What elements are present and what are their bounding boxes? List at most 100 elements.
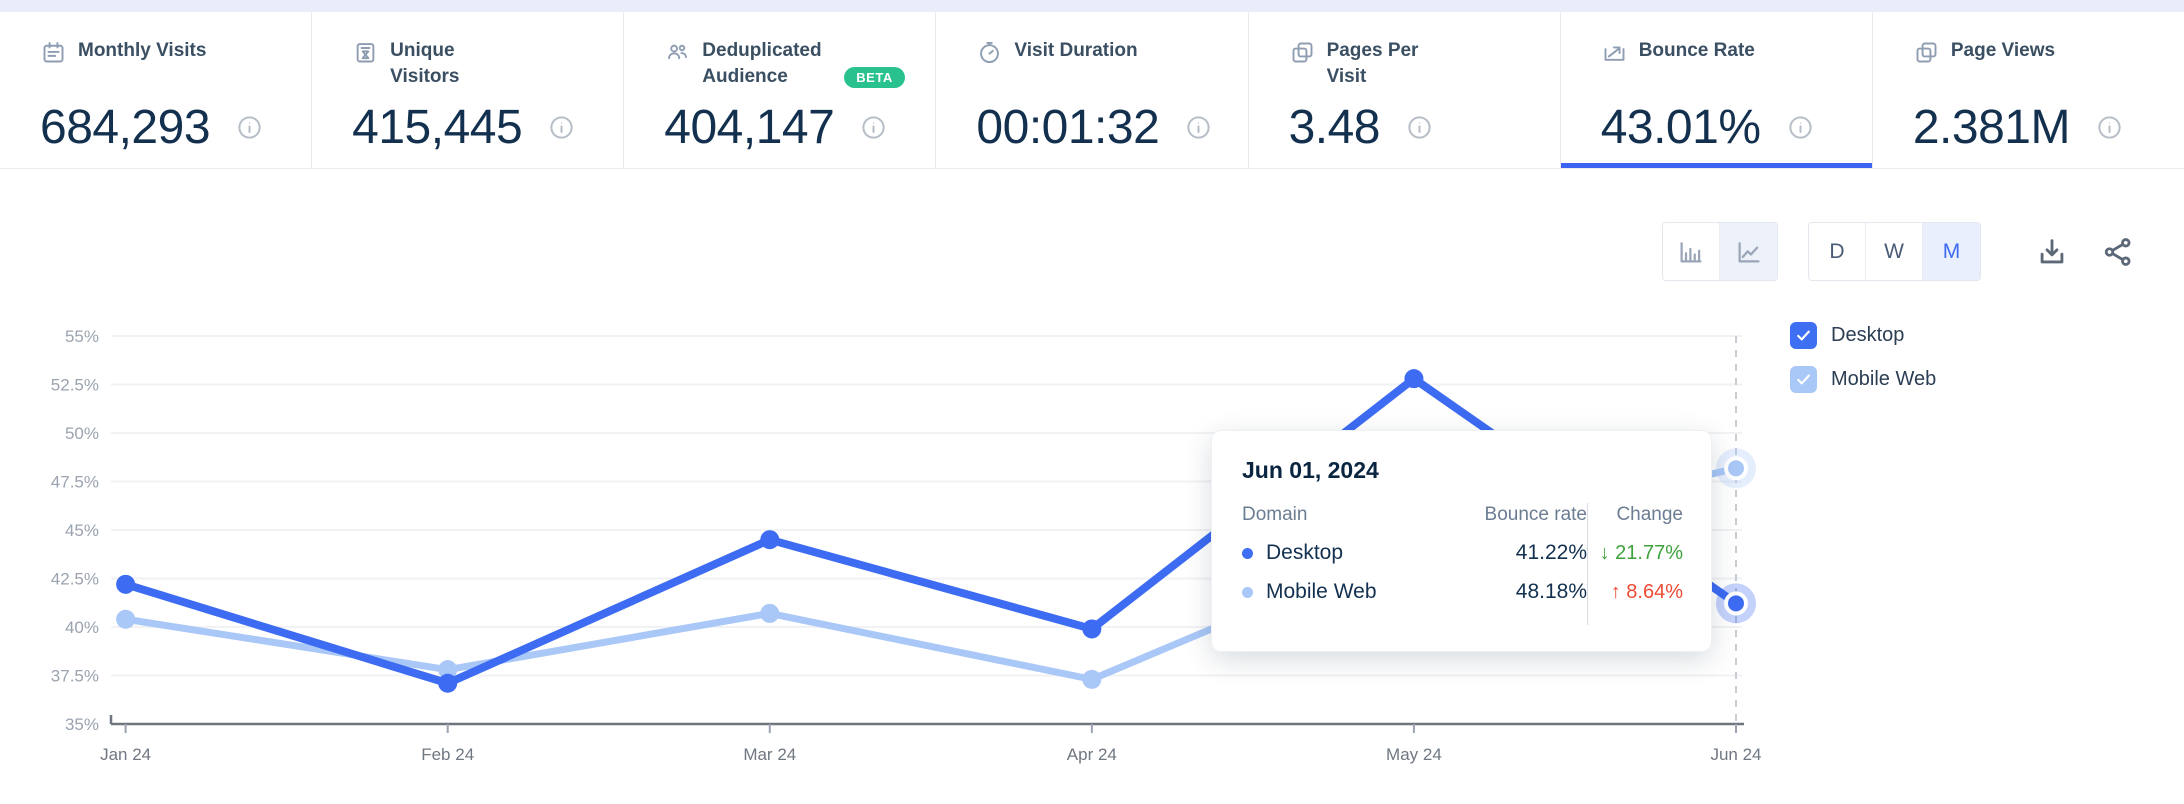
data-point-mobile-web[interactable] [438, 660, 458, 680]
y-axis-tick-label: 42.5% [51, 570, 99, 589]
tooltip-row-desktop: Desktop [1242, 541, 1417, 565]
line-chart-icon [1738, 241, 1759, 262]
metric-card-unique-visitors[interactable]: Unique Visitors 415,445 [312, 12, 625, 168]
checkmark-icon [1797, 374, 1810, 385]
x-axis-tick-label: Jun 24 [1710, 745, 1761, 764]
y-axis-tick-label: 35% [65, 715, 99, 734]
tooltip-mobile-bounce-rate: 48.18% [1515, 580, 1587, 603]
arrow-down-icon: ↓ [1599, 541, 1610, 564]
data-point-desktop[interactable] [1724, 591, 1748, 616]
y-axis-tick-label: 50% [65, 424, 99, 443]
data-point-mobile-web[interactable] [1724, 456, 1748, 481]
chart-legend: Desktop Mobile Web [1790, 322, 1936, 393]
metric-value: 3.48 [1288, 101, 1381, 154]
tooltip-date: Jun 01, 2024 [1242, 457, 1379, 483]
data-point-desktop[interactable] [116, 574, 136, 594]
tooltip-col-domain: Domain [1242, 504, 1308, 525]
tooltip-mobile-change: ↑ 8.64% [1610, 580, 1683, 603]
legend-label: Desktop [1831, 324, 1905, 346]
metric-label: Monthly Visits [78, 40, 207, 61]
metric-value: 00:01:32 [976, 101, 1160, 154]
granularity-daily-button[interactable]: D [1809, 223, 1866, 280]
checkmark-icon [1797, 330, 1810, 341]
data-point-mobile-web[interactable] [1082, 669, 1102, 689]
tooltip-column-divider [1587, 503, 1588, 625]
metric-value: 404,147 [664, 101, 835, 154]
download-icon [2040, 239, 2064, 264]
x-axis-tick-label: May 24 [1386, 745, 1442, 764]
metric-value: 415,445 [352, 101, 523, 154]
pages-icon [1292, 42, 1313, 63]
info-icon[interactable] [1406, 114, 1433, 141]
calendar-icon [43, 41, 64, 63]
audience-icon [668, 44, 688, 60]
line-chart-toggle-button[interactable] [1720, 223, 1777, 280]
granularity-weekly-button[interactable]: W [1866, 223, 1923, 280]
y-axis-tick-label: 52.5% [51, 376, 99, 395]
tooltip-desktop-change: ↓ 21.77% [1599, 541, 1683, 564]
y-axis-tick-label: 37.5% [51, 667, 99, 686]
metric-card-visit-duration[interactable]: Visit Duration 00:01:32 [936, 12, 1249, 168]
metric-label: Page Views [1950, 40, 2056, 61]
info-icon[interactable] [1185, 114, 1212, 141]
metric-card-monthly-visits[interactable]: Monthly Visits 684,293 [0, 12, 313, 168]
metric-label: Visit Duration [1014, 40, 1138, 61]
y-axis-tick-label: 55% [65, 327, 99, 346]
y-axis-tick-label: 40% [65, 618, 99, 637]
share-button[interactable] [2096, 230, 2140, 274]
metric-value: 684,293 [40, 101, 211, 154]
metric-card-page-views[interactable]: Page Views 2.381M [1873, 12, 2184, 168]
info-icon[interactable] [860, 114, 887, 141]
metric-card-pages-per-visit[interactable]: Pages Per Visit 3.48 [1249, 12, 1561, 168]
bar-chart-toggle-button[interactable] [1663, 223, 1720, 280]
chart-type-toggle [1662, 222, 1778, 281]
series-line-desktop [121, 374, 1740, 688]
info-icon[interactable] [2096, 114, 2123, 141]
metrics-bar: Monthly Visits 684,293 Unique Visitors 4… [0, 12, 2184, 169]
info-icon[interactable] [1787, 114, 1814, 141]
x-axis-tick-label: Jan 24 [100, 745, 151, 764]
data-point-desktop[interactable] [1082, 619, 1102, 639]
y-axis-tick-label: 45% [65, 521, 99, 540]
page-background-strip [0, 0, 2184, 12]
share-icon [2104, 238, 2131, 266]
data-point-mobile-web[interactable] [760, 603, 780, 623]
metric-card-bounce-rate[interactable]: Bounce Rate 43.01% [1560, 12, 1873, 168]
tooltip-desktop-bounce-rate: 41.22% [1515, 541, 1587, 564]
mobile-web-series-dot [1242, 586, 1253, 598]
stopwatch-icon [980, 41, 1000, 64]
mobile-web-checkbox[interactable] [1790, 366, 1817, 393]
legend-item-mobile-web[interactable]: Mobile Web [1790, 366, 1936, 393]
x-axis-tick-label: Apr 24 [1067, 745, 1117, 764]
chart-tooltip: Jun 01, 2024 Domain Bounce rate Change D… [1211, 430, 1712, 652]
metric-value: 2.381M [1912, 101, 2071, 154]
unique-visitor-icon [356, 43, 375, 63]
y-axis-tick-label: 47.5% [51, 473, 99, 492]
metric-card-deduplicated-audience[interactable]: Deduplicated Audience BETA 404,147 [624, 12, 937, 168]
info-icon[interactable] [236, 114, 263, 141]
download-button[interactable] [2030, 230, 2074, 274]
desktop-checkbox[interactable] [1790, 322, 1817, 349]
data-point-desktop[interactable] [438, 673, 458, 693]
data-point-desktop[interactable] [760, 530, 780, 550]
x-axis-tick-label: Mar 24 [743, 745, 796, 764]
metric-value: 43.01% [1600, 101, 1761, 154]
data-point-desktop[interactable] [1404, 369, 1424, 389]
metric-label: Deduplicated Audience [702, 40, 822, 87]
info-icon[interactable] [548, 114, 575, 141]
arrow-up-icon: ↑ [1610, 580, 1621, 603]
legend-item-desktop[interactable]: Desktop [1790, 322, 1936, 349]
x-axis-tick-label: Feb 24 [421, 745, 474, 764]
legend-label: Mobile Web [1831, 368, 1937, 390]
granularity-selector: D W M [1808, 222, 1981, 281]
pages-icon [1916, 42, 1937, 63]
data-point-mobile-web[interactable] [116, 609, 136, 629]
granularity-monthly-button[interactable]: M [1923, 223, 1980, 280]
tooltip-col-bounce-rate: Bounce rate [1484, 504, 1587, 525]
metric-label: Pages Per Visit [1326, 40, 1419, 87]
bounce-icon [1604, 46, 1625, 61]
metric-label: Unique Visitors [390, 40, 460, 87]
tooltip-row-mobile-web: Mobile Web [1242, 580, 1417, 604]
metric-label: Bounce Rate [1638, 40, 1755, 61]
